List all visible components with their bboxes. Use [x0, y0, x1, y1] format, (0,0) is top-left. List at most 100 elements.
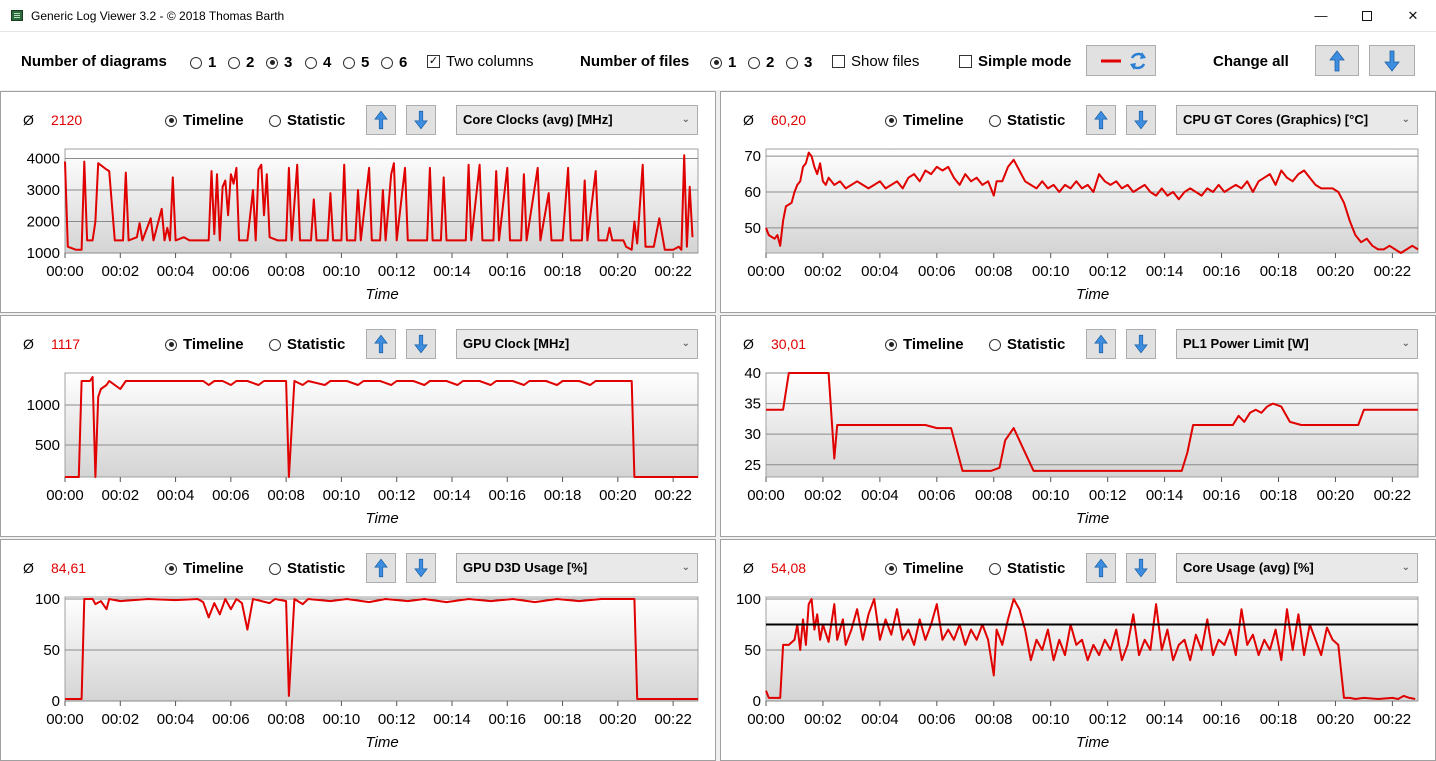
y-tick-label: 1000 [27, 397, 60, 414]
x-tick-label: 00:06 [918, 487, 956, 504]
line-style-button[interactable] [1086, 45, 1156, 76]
average-value: 30,01 [771, 336, 807, 352]
files-label: Number of files [580, 53, 690, 70]
average-value: 54,08 [771, 560, 807, 576]
sensor-select[interactable]: Core Usage (avg) [%] ⌄ [1176, 553, 1418, 583]
x-tick-label: 00:08 [267, 487, 305, 504]
timeline-radio[interactable]: Timeline [165, 112, 244, 129]
timeline-radio[interactable]: Timeline [885, 336, 964, 353]
checkbox-icon [959, 55, 972, 68]
move-up-button[interactable] [1086, 553, 1116, 583]
y-tick-label: 4000 [27, 150, 60, 167]
radio-icon [381, 56, 393, 69]
x-tick-label: 00:18 [1260, 263, 1298, 280]
chevron-down-icon: ⌄ [681, 338, 690, 349]
statistic-radio[interactable]: Statistic [269, 336, 345, 353]
sensor-select[interactable]: GPU D3D Usage [%] ⌄ [456, 553, 698, 583]
timeline-radio[interactable]: Timeline [165, 336, 244, 353]
radio-selected-icon [165, 562, 177, 575]
simple-mode-checkbox[interactable]: Simple mode [959, 53, 1071, 70]
x-tick-label: 00:02 [804, 263, 842, 280]
maximize-icon [1362, 10, 1372, 21]
move-up-button[interactable] [1086, 105, 1116, 135]
sensor-select[interactable]: PL1 Power Limit [W] ⌄ [1176, 329, 1418, 359]
diagrams-radio-5[interactable]: 5 [343, 54, 369, 71]
plot-area [765, 148, 1419, 254]
y-tick-label: 40 [744, 365, 761, 382]
average-value: 60,20 [771, 112, 807, 128]
statistic-radio[interactable]: Statistic [269, 112, 345, 129]
diagrams-radio-3[interactable]: 3 [266, 54, 292, 71]
show-files-checkbox[interactable]: Show files [832, 53, 919, 70]
change-all-up-button[interactable] [1315, 45, 1359, 76]
average-symbol: Ø [23, 560, 34, 576]
move-down-button[interactable] [406, 329, 436, 359]
radio-icon [748, 56, 760, 69]
move-down-button[interactable] [1126, 329, 1156, 359]
y-tick-label: 30 [744, 426, 761, 443]
files-radio-2[interactable]: 2 [748, 54, 774, 71]
timeline-chart: 0 50 100 00:00 00:02 00:04 00:06 00:08 00:10 00:1… [736, 591, 1419, 728]
timeline-radio[interactable]: Timeline [885, 112, 964, 129]
move-up-button[interactable] [366, 553, 396, 583]
move-up-button[interactable] [366, 105, 396, 135]
x-tick-label: 00:14 [433, 487, 471, 504]
diagrams-radio-4[interactable]: 4 [305, 54, 331, 71]
move-down-button[interactable] [1126, 105, 1156, 135]
radio-selected-icon [165, 114, 177, 127]
x-tick-label: 00:18 [1260, 487, 1298, 504]
arrow-up-icon [1094, 558, 1108, 578]
sensor-select[interactable]: GPU Clock [MHz] ⌄ [456, 329, 698, 359]
sensor-select[interactable]: CPU GT Cores (Graphics) [°C] ⌄ [1176, 105, 1418, 135]
radio-icon [269, 338, 281, 351]
files-radio-1[interactable]: 1 [710, 54, 736, 71]
y-tick-label: 0 [753, 693, 761, 710]
x-tick-label: 00:02 [102, 711, 140, 728]
y-tick-label: 50 [744, 220, 761, 237]
minimize-button[interactable]: — [1314, 8, 1328, 23]
move-up-button[interactable] [1086, 329, 1116, 359]
two-columns-checkbox[interactable]: ✓ Two columns [427, 53, 534, 70]
radio-icon [343, 56, 355, 69]
diagrams-radio-6[interactable]: 6 [381, 54, 407, 71]
statistic-radio[interactable]: Statistic [269, 560, 345, 577]
statistic-radio[interactable]: Statistic [989, 336, 1065, 353]
x-tick-label: 00:00 [46, 263, 84, 280]
close-button[interactable]: ✕ [1407, 8, 1419, 23]
statistic-radio[interactable]: Statistic [989, 560, 1065, 577]
average-value: 84,61 [51, 560, 87, 576]
sensor-select[interactable]: Core Clocks (avg) [MHz] ⌄ [456, 105, 698, 135]
x-axis-label: Time [365, 734, 399, 751]
x-tick-label: 00:06 [212, 487, 250, 504]
diagram-panel-6: Ø 54,08 Timeline Statistic Core Usage (a… [720, 539, 1436, 761]
diagrams-radio-2[interactable]: 2 [228, 54, 254, 71]
timeline-radio[interactable]: Timeline [885, 560, 964, 577]
y-tick-label: 100 [736, 591, 761, 608]
x-tick-label: 00:12 [378, 487, 416, 504]
x-tick-label: 00:00 [747, 263, 785, 280]
diagram-panel-4: Ø 30,01 Timeline Statistic PL1 Power Lim… [720, 315, 1436, 537]
x-tick-label: 00:12 [1089, 711, 1127, 728]
files-radio-3[interactable]: 3 [786, 54, 812, 71]
radio-icon [989, 114, 1001, 127]
timeline-radio[interactable]: Timeline [165, 560, 244, 577]
app-icon [11, 10, 23, 21]
maximize-button[interactable] [1344, 0, 1390, 32]
move-down-button[interactable] [406, 553, 436, 583]
x-tick-label: 00:06 [918, 711, 956, 728]
x-tick-label: 00:04 [861, 263, 899, 280]
radio-selected-icon [165, 338, 177, 351]
x-tick-label: 00:20 [1317, 263, 1355, 280]
x-tick-label: 00:00 [46, 711, 84, 728]
arrow-up-icon [1094, 110, 1108, 130]
chevron-down-icon: ⌄ [681, 114, 690, 125]
timeline-chart: 50 60 70 00:00 00:02 00:04 00:06 00:08 00:10 00:1… [744, 148, 1419, 280]
statistic-radio[interactable]: Statistic [989, 112, 1065, 129]
x-tick-label: 00:02 [102, 263, 140, 280]
diagrams-radio-1[interactable]: 1 [190, 54, 216, 71]
change-all-down-button[interactable] [1369, 45, 1415, 76]
move-down-button[interactable] [406, 105, 436, 135]
move-up-button[interactable] [366, 329, 396, 359]
y-tick-label: 50 [43, 642, 60, 659]
move-down-button[interactable] [1126, 553, 1156, 583]
